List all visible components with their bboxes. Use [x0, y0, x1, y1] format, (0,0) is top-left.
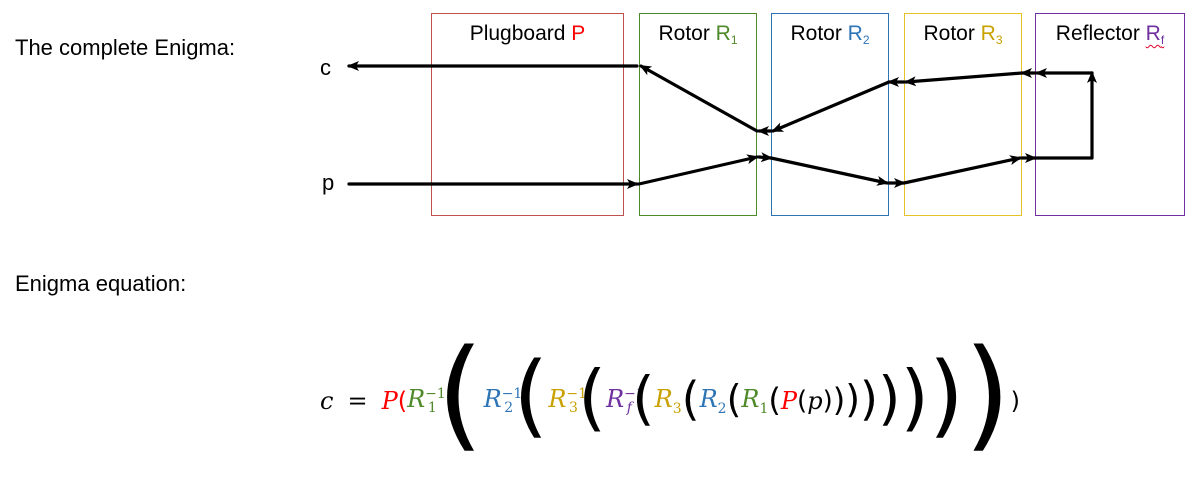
eq-paren-open-3: (	[513, 342, 549, 448]
eq-paren-open-6: (	[681, 371, 700, 426]
eq-R3: R3	[654, 384, 682, 417]
reflector-title: Reflector Rf	[1055, 22, 1165, 47]
eq-paren-open-4: (	[577, 354, 607, 439]
eq-paren-close-1: )	[1010, 386, 1021, 415]
rotor-2-title: Rotor R2	[790, 22, 870, 47]
rotor-3-symbol: R3	[980, 22, 1003, 47]
eq-equals: =	[347, 386, 368, 415]
eq-R1: R1	[741, 384, 769, 417]
eq-paren-close-3: )	[928, 342, 964, 448]
enigma-equation: c = P ( R−11 ( R−12 ( R−13 ( R−1f ( R3 (…	[320, 324, 1021, 464]
arrow-back-into-rotor-1	[639, 64, 759, 133]
rotor-2-box: Rotor R2	[771, 13, 889, 216]
eq-R1-inv: R−11	[407, 384, 446, 417]
rotor-3-box: Rotor R3	[904, 13, 1022, 216]
eq-paren-close-2: )	[963, 324, 1011, 464]
eq-P-inner: P	[780, 386, 798, 415]
plugboard-box: Plugboard P	[431, 13, 624, 216]
rotor-2-symbol: R2	[847, 22, 870, 47]
eq-Rf-inv: R−1f	[606, 384, 645, 417]
label-c: c	[320, 55, 331, 80]
eq-R2: R2	[699, 384, 727, 417]
plugboard-title: Plugboard P	[469, 22, 586, 45]
diagram-heading: The complete Enigma:	[15, 35, 236, 60]
reflector-loop	[1033, 71, 1097, 160]
eq-lhs: c	[320, 386, 334, 415]
plugboard-symbol: P	[571, 22, 586, 45]
eq-paren-close-6: )	[860, 371, 878, 426]
arrow-into-rotor-3	[769, 156, 889, 186]
rotor-1-title: Rotor R1	[658, 22, 738, 47]
rotor-1-symbol: R1	[715, 22, 738, 47]
arrow-into-rotor-2	[637, 154, 759, 186]
eq-P-outer: P	[381, 386, 398, 415]
eq-paren-open-2: (	[436, 324, 484, 464]
eq-paren-open-1: (	[397, 386, 408, 415]
eq-paren-close-5: )	[877, 363, 901, 432]
eq-paren-close-8: )	[832, 380, 846, 419]
label-p: p	[322, 170, 335, 195]
arrow-back-into-rotor-3	[904, 71, 1024, 87]
reflector-symbol: Rf	[1145, 22, 1165, 47]
arrow-through-rotor-2	[757, 152, 773, 163]
eq-paren-close-4: )	[900, 354, 929, 439]
arrow-into-reflector	[902, 155, 1022, 185]
eq-p: p	[807, 386, 823, 415]
eq-paren-close-7: )	[845, 376, 861, 421]
equation-heading: Enigma equation:	[15, 271, 187, 296]
reflector-box: Reflector Rf	[1035, 13, 1185, 216]
rotor-3-title: Rotor R3	[923, 22, 1003, 47]
eq-paren-open-9: (	[797, 385, 808, 416]
eq-paren-open-5: (	[631, 363, 655, 432]
eq-paren-open-8: (	[768, 380, 781, 419]
rotor-1-box: Rotor R1	[639, 13, 757, 216]
eq-paren-close-9: )	[822, 385, 833, 416]
eq-R3-inv: R−13	[548, 384, 588, 417]
eq-paren-open-7: (	[726, 376, 742, 421]
eq-R2-inv: R−12	[483, 384, 523, 417]
arrow-back-into-rotor-2	[771, 80, 891, 133]
